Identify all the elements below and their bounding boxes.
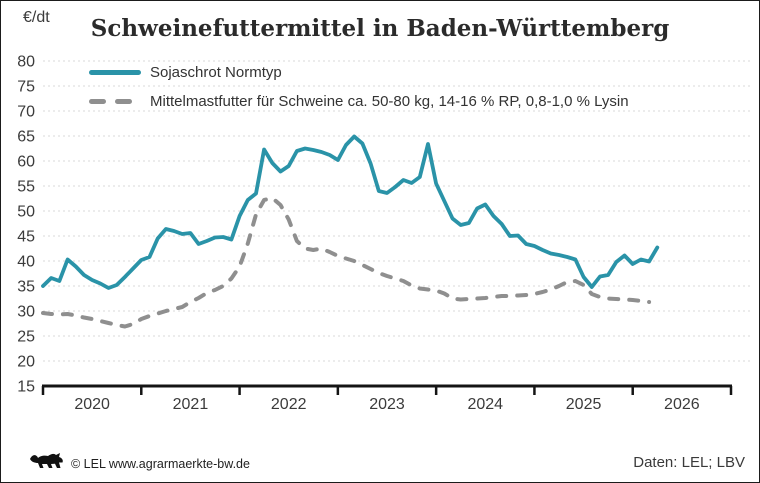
svg-text:2026: 2026 — [664, 396, 700, 413]
mittelmastfutter-dash-swatch-icon — [89, 99, 141, 104]
legend-row-sojaschrot: Sojaschrot Normtyp — [89, 58, 629, 87]
svg-text:70: 70 — [17, 104, 35, 121]
legend-label-mittelmastfutter: Mittelmastfutter für Schweine ca. 50-80 … — [150, 93, 629, 110]
copyright-text: © LEL www.agrarmaerkte-bw.de — [71, 457, 250, 471]
svg-text:25: 25 — [17, 329, 35, 346]
svg-text:40: 40 — [17, 254, 35, 271]
legend-label-sojaschrot: Sojaschrot Normtyp — [150, 64, 282, 81]
svg-text:80: 80 — [17, 54, 35, 71]
svg-text:75: 75 — [17, 79, 35, 96]
sojaschrot-line-swatch-icon — [89, 70, 141, 75]
svg-text:30: 30 — [17, 304, 35, 321]
svg-text:2022: 2022 — [271, 396, 307, 413]
lel-lion-logo-icon — [30, 453, 63, 468]
y-axis-unit-label: €/dt — [23, 9, 50, 26]
svg-text:15: 15 — [17, 379, 35, 396]
chart-legend: Sojaschrot Normtyp Mittelmastfutter für … — [89, 58, 629, 116]
legend-row-mittelmastfutter: Mittelmastfutter für Schweine ca. 50-80 … — [89, 87, 629, 116]
svg-text:2023: 2023 — [369, 396, 405, 413]
svg-text:2020: 2020 — [74, 396, 110, 413]
svg-text:20: 20 — [17, 354, 35, 371]
data-source-text: Daten: LEL; LBV — [633, 454, 745, 471]
svg-text:35: 35 — [17, 279, 35, 296]
svg-text:60: 60 — [17, 154, 35, 171]
svg-text:65: 65 — [17, 129, 35, 146]
chart-title: Schweinefuttermittel in Baden-Württember… — [90, 15, 670, 42]
svg-text:50: 50 — [17, 204, 35, 221]
svg-text:2021: 2021 — [173, 396, 209, 413]
svg-text:2025: 2025 — [566, 396, 602, 413]
svg-text:55: 55 — [17, 179, 35, 196]
svg-text:2024: 2024 — [467, 396, 503, 413]
svg-text:45: 45 — [17, 229, 35, 246]
